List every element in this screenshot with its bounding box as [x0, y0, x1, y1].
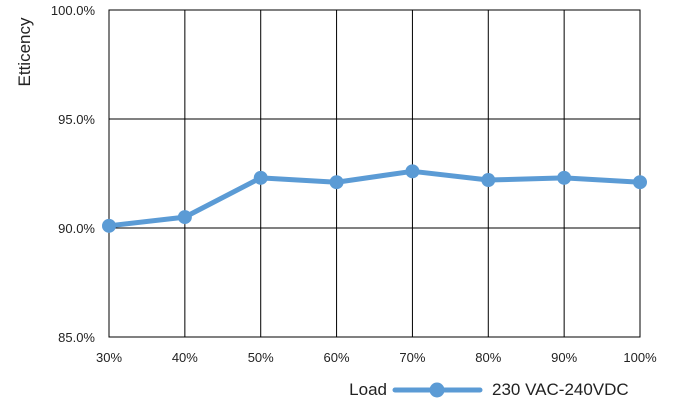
x-tick-label: 100% — [623, 350, 657, 365]
plot-area — [108, 9, 641, 338]
x-axis-ticks: 30% 40% 50% 60% 70% 80% 90% 100% — [96, 350, 657, 365]
series-line — [106, 168, 643, 229]
data-point — [177, 210, 192, 225]
y-tick-label: 85.0% — [58, 330, 95, 345]
data-point — [557, 170, 572, 185]
data-point — [633, 175, 647, 190]
x-tick-label: 70% — [399, 350, 425, 365]
x-tick-label: 30% — [96, 350, 122, 365]
x-tick-label: 80% — [475, 350, 501, 365]
y-tick-label: 95.0% — [58, 112, 95, 127]
y-tick-label: 100.0% — [51, 3, 96, 18]
y-axis-title: Etticency — [15, 17, 34, 86]
legend-swatch-marker — [429, 382, 445, 398]
data-point — [102, 218, 116, 233]
x-axis-title: Load — [349, 380, 387, 399]
x-tick-label: 90% — [551, 350, 577, 365]
x-tick-label: 60% — [324, 350, 350, 365]
series-points — [102, 164, 647, 233]
data-point — [405, 164, 420, 179]
legend: Load 230 VAC-240VDC — [349, 380, 629, 399]
y-tick-label: 90.0% — [58, 221, 95, 236]
y-axis-ticks: 85.0% 90.0% 95.0% 100.0% — [51, 3, 96, 345]
x-tick-label: 40% — [172, 350, 198, 365]
data-point — [329, 175, 344, 190]
x-tick-label: 50% — [248, 350, 274, 365]
legend-series-label: 230 VAC-240VDC — [492, 380, 629, 399]
data-point — [253, 170, 268, 185]
data-point — [481, 173, 496, 188]
